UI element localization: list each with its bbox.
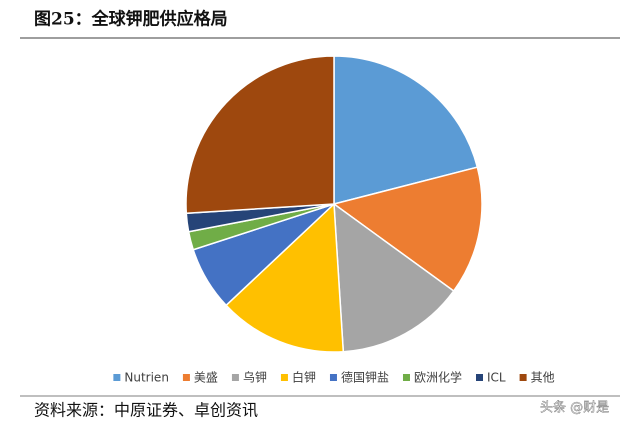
legend-label: 其他 (531, 371, 555, 385)
legend-label: 白钾 (292, 370, 316, 385)
legend-label: 乌钾 (243, 370, 267, 385)
source: 资料来源：中原证券、卓创资讯 (34, 401, 258, 420)
legend-label: 美盛 (194, 370, 218, 385)
legend-swatch (113, 374, 121, 381)
pie-slice (185, 55, 335, 215)
legend-label: Nutrien (124, 371, 169, 385)
chart-title: 图25：全球钾肥供应格局 (34, 9, 228, 30)
watermark: 头条 @财是 (540, 400, 609, 416)
legend-swatch (476, 374, 483, 381)
legend-label: 欧洲化学 (414, 370, 462, 385)
legend-swatch (231, 374, 239, 381)
legend-label: 德国钾盐 (341, 370, 389, 385)
legend-label: ICL (487, 371, 506, 385)
pie-slice (333, 55, 479, 205)
legend: Nutrien 美盛 乌钾 白钾 德国钾盐 欧洲化学 ICL 其他 (113, 370, 555, 385)
pie (185, 55, 483, 353)
pie-slice (225, 202, 345, 353)
pie-slice (333, 202, 455, 353)
legend-swatch (329, 374, 337, 381)
legend-swatch (280, 374, 288, 381)
pie-slice (332, 166, 483, 293)
legend-swatch (182, 374, 190, 381)
legend-swatch (519, 374, 527, 381)
legend-swatch (402, 374, 410, 381)
